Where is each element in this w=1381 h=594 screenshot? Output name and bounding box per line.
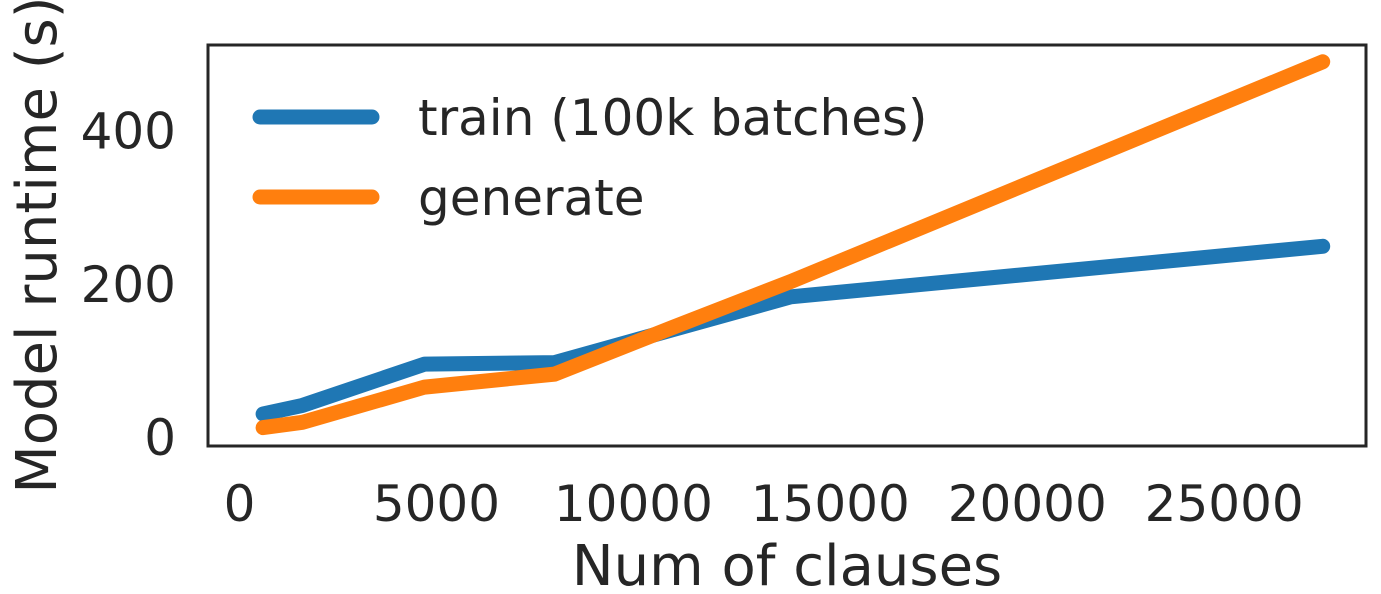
- x-tick-label: 5000: [373, 475, 500, 533]
- x-axis-label: Num of clauses: [572, 534, 1002, 594]
- x-tick-label: 0: [224, 475, 256, 533]
- x-tick-label: 15000: [751, 475, 910, 533]
- legend-label-2: generate: [418, 169, 645, 227]
- y-tick-label: 0: [144, 409, 176, 467]
- legend-label-1: train (100k batches): [418, 89, 928, 147]
- plot-lines: [255, 54, 1331, 436]
- series-line-1: [255, 238, 1331, 422]
- y-tick-label: 400: [81, 103, 176, 161]
- x-tick-label: 10000: [554, 475, 713, 533]
- y-tick-label: 200: [81, 256, 176, 314]
- y-tick-labels: 0 200 400: [81, 103, 176, 467]
- x-tick-labels: 0 5000 10000 15000 20000 25000: [224, 475, 1304, 533]
- x-tick-label: 25000: [1145, 475, 1304, 533]
- legend: train (100k batches) generate: [252, 89, 928, 227]
- plot-frame: [206, 43, 1368, 448]
- x-tick-label: 20000: [948, 475, 1107, 533]
- series-line-2: [255, 54, 1331, 436]
- y-axis-label: Model runtime (s): [5, 0, 70, 494]
